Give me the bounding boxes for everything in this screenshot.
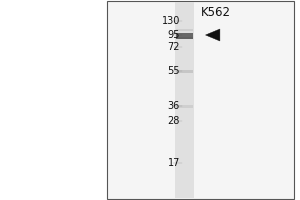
Text: 130: 130 <box>162 16 180 26</box>
Bar <box>176 33 194 39</box>
Bar <box>175 2 194 198</box>
Text: 55: 55 <box>167 66 180 76</box>
Bar <box>176 37 194 39</box>
Text: 28: 28 <box>168 116 180 126</box>
Text: K562: K562 <box>201 6 231 19</box>
Text: 95: 95 <box>168 30 180 40</box>
Text: 72: 72 <box>167 42 180 52</box>
Bar <box>106 1 294 199</box>
Bar <box>176 29 194 31</box>
Bar <box>176 70 194 73</box>
Bar <box>176 105 194 108</box>
Text: 17: 17 <box>168 158 180 168</box>
Text: 36: 36 <box>168 101 180 111</box>
Polygon shape <box>206 29 220 41</box>
